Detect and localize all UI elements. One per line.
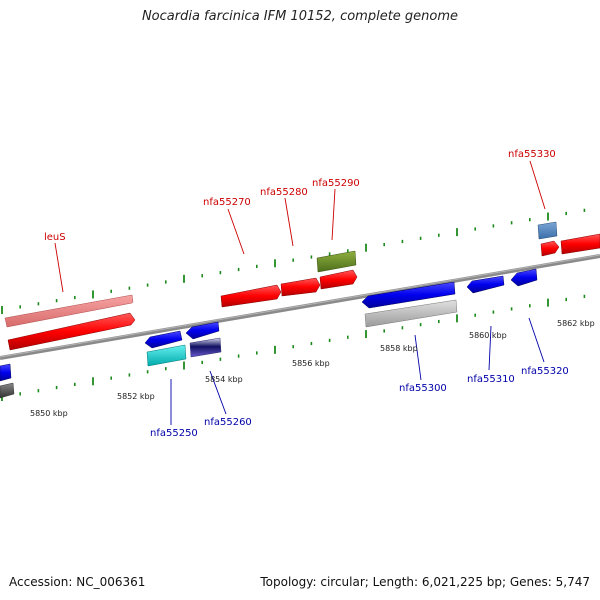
nfa55300-connector [414,334,422,381]
genome-backbone-highlight [0,254,600,358]
scale-label-5858: 5858 kbp [380,344,418,353]
gene-nfa55330-flag [537,221,558,240]
gene-label-nfa55310: nfa55310 [467,374,515,385]
genome-backbone [0,254,600,360]
gene-leuS-pseudo-feature [4,294,134,328]
genome-info-text: Topology: circular; Length: 6,021,225 bp… [260,575,590,589]
gene-leuS-feature [7,312,136,351]
gene-nfa55300-flag [364,299,458,328]
nfa55260-connector [209,370,227,415]
gene-nfa55260-flag [189,337,222,358]
nfa55290-connector [331,188,336,241]
scale-label-5854: 5854 kbp [205,375,243,384]
map-title: Nocardia farcinica IFM 10152, complete g… [141,9,459,24]
gene-label-nfa55320: nfa55320 [521,366,569,377]
gene-nfa55290-flag [316,250,357,273]
scale-label-5860: 5860 kbp [469,331,507,340]
gene-label-leuS: leuS [44,232,66,243]
gene-label-nfa55280: nfa55280 [260,187,308,198]
gene-nfa55250-flag [146,344,187,367]
nfa55310-connector [488,325,492,371]
scale-label-5856: 5856 kbp [292,359,330,368]
gene-nfa55250-feature [144,330,183,349]
gene-nfa55340-partial-feature [560,233,600,255]
gene-nfa55330-feature [540,240,560,257]
leuS-connector [54,242,64,293]
gene-nfa55240-partial-flag [0,382,15,399]
gene-nfa55270-feature [220,284,282,308]
gene-nfa55300-feature [361,281,456,309]
scale-label-5862: 5862 kbp [557,319,595,328]
gene-nfa55280-feature [280,277,321,297]
gene-nfa55290-feature [319,269,358,290]
scale-label-5850: 5850 kbp [30,409,68,418]
gene-label-nfa55270: nfa55270 [203,197,251,208]
nfa55280-connector [284,197,294,247]
nfa55330-connector [529,160,546,210]
gene-label-nfa55330: nfa55330 [508,149,556,160]
nfa55320-connector [528,317,545,363]
gene-nfa55240-partial-feature [0,363,12,382]
scale-label-5852: 5852 kbp [117,392,155,401]
gene-nfa55310-feature [466,275,505,294]
accession-text: Accession: NC_006361 [9,575,146,589]
gene-label-nfa55250: nfa55250 [150,428,198,439]
nfa55270-connector [227,208,245,255]
upper-tick-track [1,208,586,314]
lower-tick-track [1,294,586,401]
gene-label-nfa55290: nfa55290 [312,178,360,189]
gene-nfa55260-feature [185,321,220,340]
gene-label-nfa55300: nfa55300 [399,383,447,394]
gene-nfa55320-feature [510,268,538,287]
gene-label-nfa55260: nfa55260 [204,417,252,428]
